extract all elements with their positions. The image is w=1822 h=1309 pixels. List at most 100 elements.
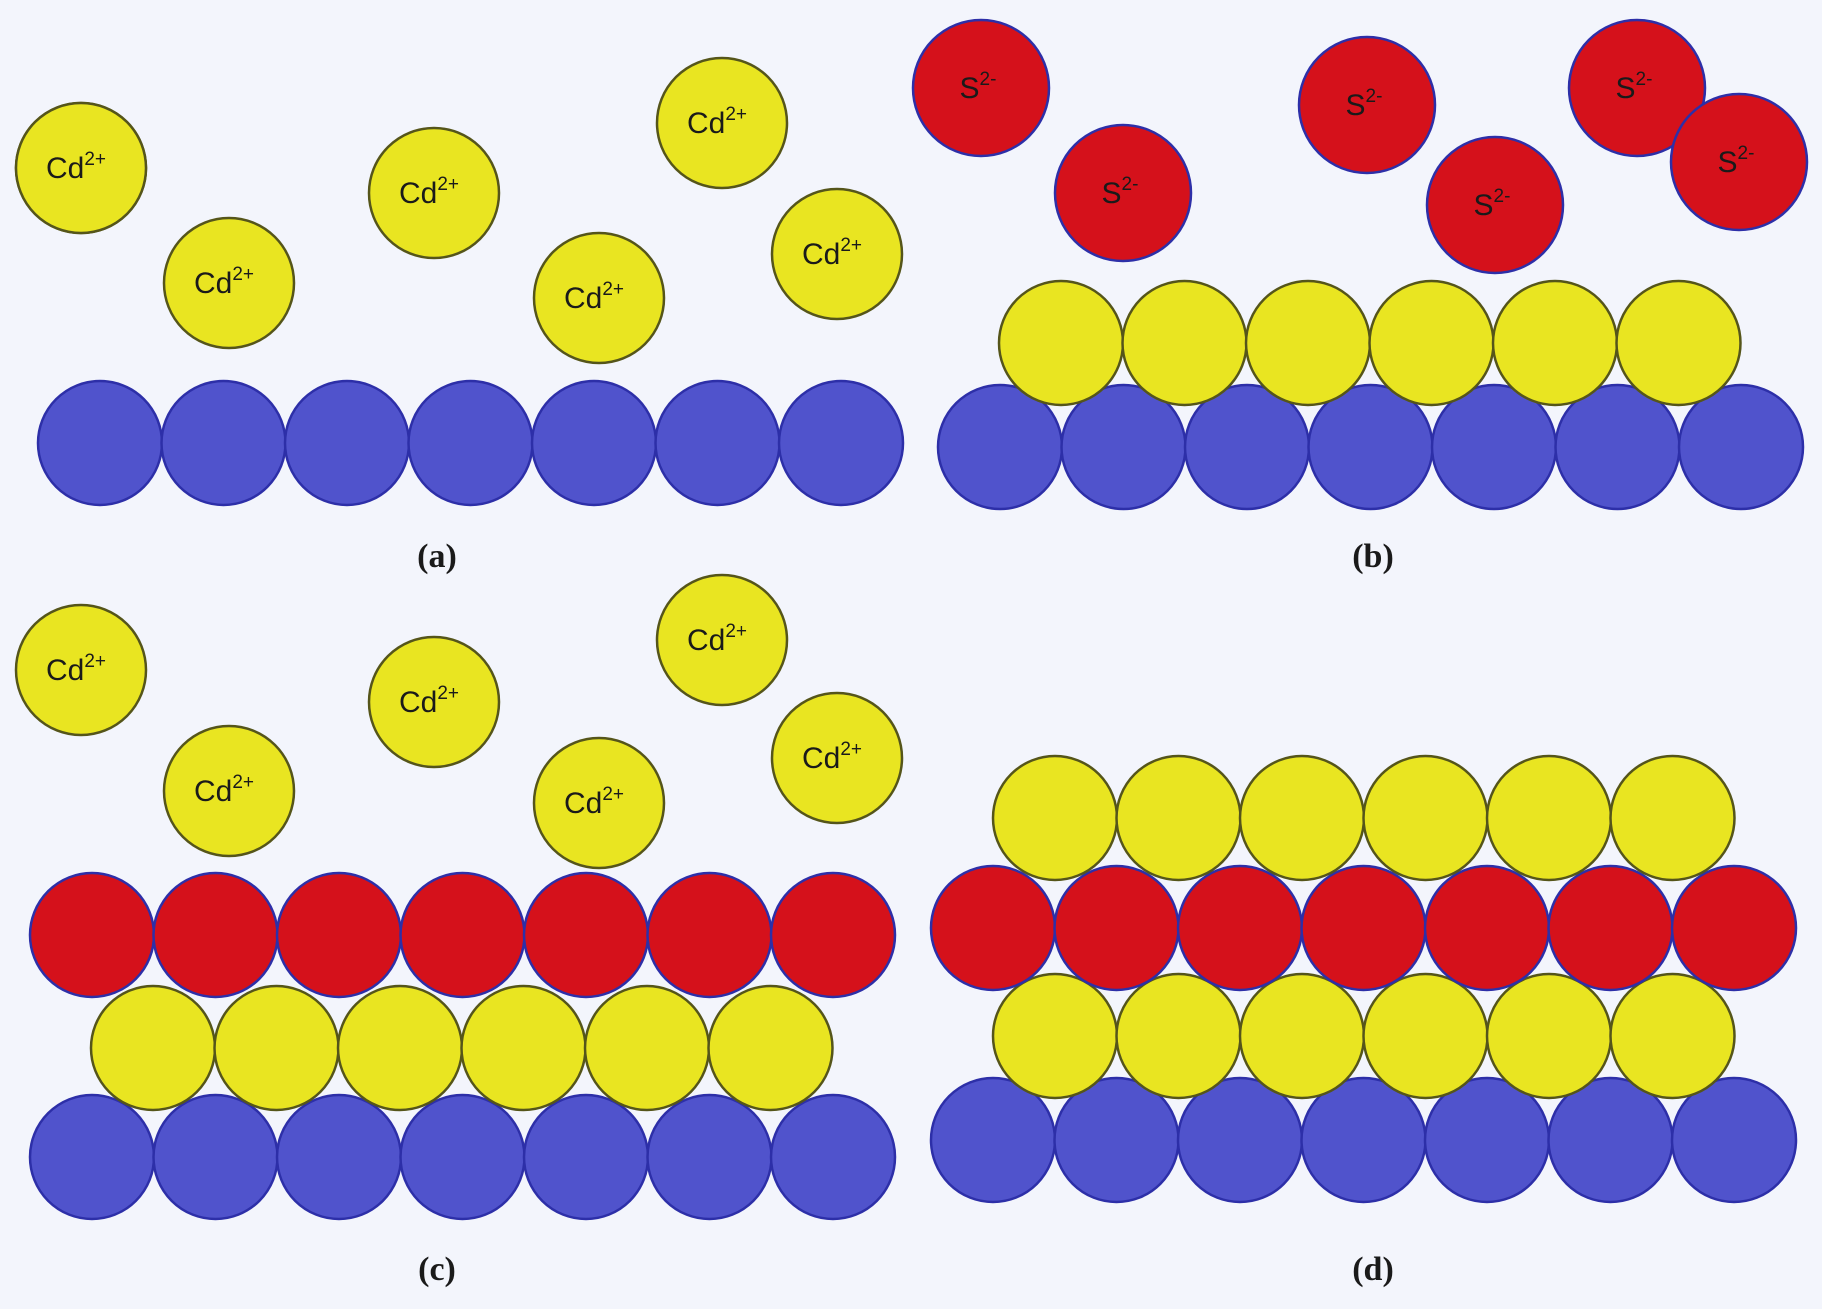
ion-symbol: Cd	[564, 282, 602, 315]
cadmium-layer	[89, 984, 834, 1112]
s-ion: S2-	[1053, 123, 1193, 263]
sulfide-atom	[399, 871, 526, 999]
cadmium-atom	[1362, 972, 1489, 1100]
substrate-atom	[646, 1093, 773, 1221]
sulfide-atom	[522, 871, 650, 999]
ion-symbol: Cd	[194, 775, 232, 808]
substrate-atom	[160, 379, 287, 507]
panel-b-label: (b)	[1352, 538, 1394, 575]
cd-ion-circle	[770, 691, 904, 825]
cd-ion: Cd2+	[14, 603, 148, 737]
cd-ion-circle	[532, 736, 666, 870]
sulfide-atom	[28, 871, 156, 999]
panel-a: Cd2+Cd2+Cd2+Cd2+Cd2+Cd2+Cd2+(a)	[14, 56, 905, 575]
substrate-layer	[36, 379, 905, 507]
cadmium-atom	[1238, 972, 1366, 1100]
ion-symbol: S	[960, 72, 980, 105]
cadmium-layer	[991, 972, 1736, 1100]
substrate-atom	[275, 1093, 403, 1221]
cadmium-atom	[1609, 972, 1736, 1100]
ion-symbol: S	[1718, 146, 1738, 179]
ion-label: S2-	[1346, 86, 1383, 122]
s-ion-circle	[911, 18, 1051, 158]
cadmium-atom	[1485, 972, 1613, 1100]
cadmium-atom	[1615, 279, 1742, 407]
ion-charge: 2-	[1366, 86, 1383, 107]
sulfide-atom	[1053, 864, 1180, 992]
sulfide-atom	[1670, 864, 1798, 992]
ion-symbol: Cd	[687, 107, 725, 140]
ion-symbol: S	[1474, 189, 1494, 222]
cd-ion: Cd2+	[770, 691, 904, 825]
substrate-layer	[936, 383, 1805, 511]
ion-symbol: Cd	[399, 177, 437, 210]
cadmium-layer	[991, 754, 1736, 882]
cd-ion-circle	[162, 724, 296, 858]
ion-label: Cd2+	[802, 739, 862, 775]
cd-ion-circle	[14, 603, 148, 737]
ion-charge: 2-	[980, 69, 997, 90]
ion-label: Cd2+	[194, 264, 254, 300]
cd-ion-circle	[367, 635, 501, 769]
cadmium-atom	[1238, 754, 1366, 882]
ion-charge: 2-	[1494, 186, 1511, 207]
ion-label: S2-	[1102, 174, 1139, 210]
ion-charge: 2+	[84, 149, 106, 170]
cd-ion: Cd2+	[532, 736, 666, 870]
cd-ion-circle	[367, 126, 501, 260]
ion-charge: 2+	[725, 621, 747, 642]
s-ion-circle	[1053, 123, 1193, 263]
substrate-atom	[777, 379, 905, 507]
cd-ion: Cd2+	[162, 724, 296, 858]
cd-ion-circle	[162, 216, 296, 350]
sulfide-atom	[275, 871, 403, 999]
s-ion-circle	[1567, 18, 1707, 158]
cd-ion: Cd2+	[367, 126, 501, 260]
ion-symbol: Cd	[46, 152, 84, 185]
cadmium-atom	[1362, 754, 1489, 882]
substrate-atom	[1670, 1076, 1798, 1204]
cadmium-atom	[336, 984, 464, 1112]
ion-label: Cd2+	[687, 621, 747, 657]
ion-symbol: Cd	[687, 624, 725, 657]
sulfide-atom	[769, 871, 897, 999]
cadmium-atom	[1485, 754, 1613, 882]
substrate-atom	[530, 379, 658, 507]
substrate-atom	[152, 1093, 279, 1221]
sulfide-atom	[929, 864, 1057, 992]
ion-label: Cd2+	[399, 174, 459, 210]
ion-charge: 2+	[840, 739, 862, 760]
substrate-atom	[654, 379, 781, 507]
substrate-layer	[929, 1076, 1798, 1204]
s-ion: S2-	[1567, 18, 1707, 158]
ion-symbol: S	[1616, 72, 1636, 105]
ion-label: Cd2+	[46, 149, 106, 185]
ion-charge: 2+	[437, 683, 459, 704]
substrate-atom	[1677, 383, 1805, 511]
s-ion-circle	[1425, 135, 1565, 275]
ion-charge: 2+	[840, 235, 862, 256]
panel-c: Cd2+Cd2+Cd2+Cd2+Cd2+Cd2+(c)	[14, 573, 904, 1288]
sulfide-atom	[1547, 864, 1674, 992]
cadmium-atom	[997, 279, 1125, 407]
panel-d-label: (d)	[1352, 1251, 1394, 1288]
s-ion: S2-	[1425, 135, 1565, 275]
ion-label: Cd2+	[687, 104, 747, 140]
ion-symbol: Cd	[802, 742, 840, 775]
ion-charge: 2+	[725, 104, 747, 125]
ion-label: S2-	[960, 69, 997, 105]
substrate-atom	[929, 1076, 1057, 1204]
ion-label: Cd2+	[46, 651, 106, 687]
panel-c-label: (c)	[418, 1251, 456, 1288]
substrate-atom	[28, 1093, 156, 1221]
substrate-atom	[36, 379, 164, 507]
ion-charge: 2-	[1122, 174, 1139, 195]
sulfide-atom	[1176, 864, 1304, 992]
ion-label: Cd2+	[802, 235, 862, 271]
ion-symbol: Cd	[802, 238, 840, 271]
cadmium-atom	[991, 972, 1119, 1100]
cd-ion-circle	[770, 187, 904, 321]
cd-ion-circle	[655, 573, 789, 707]
cadmium-atom	[1121, 279, 1248, 407]
ion-symbol: Cd	[564, 787, 602, 820]
